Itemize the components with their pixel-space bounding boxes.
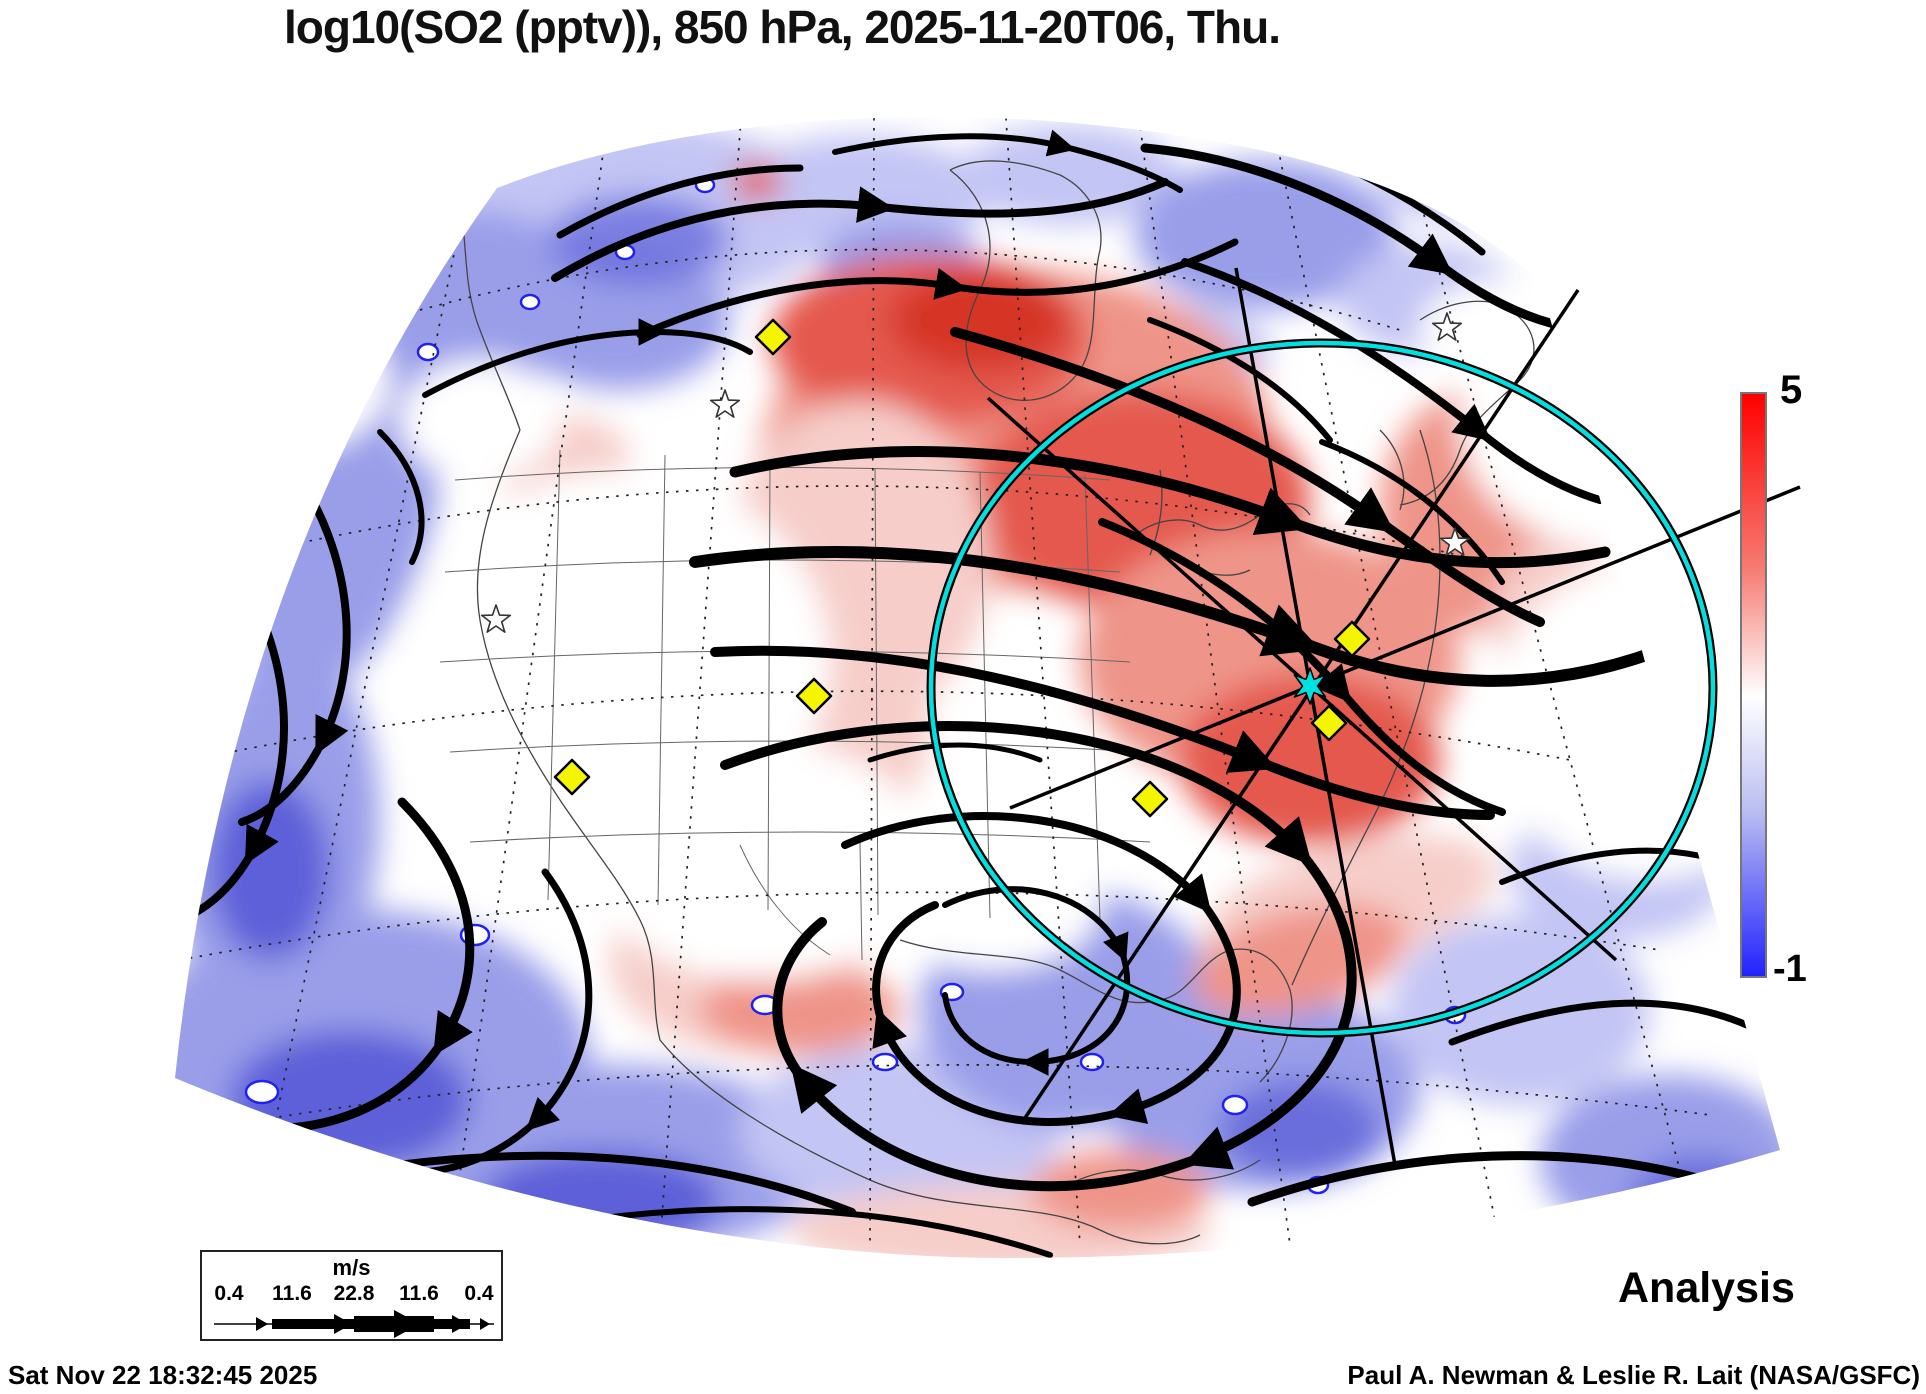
analysis-label: Analysis <box>1618 1264 1795 1312</box>
wind-legend-units: m/s <box>332 1255 371 1280</box>
colorbar-min-label: -1 <box>1773 948 1807 990</box>
colorbar <box>1740 392 1767 978</box>
wind-legend-value: 11.6 <box>272 1282 312 1305</box>
creation-timestamp: Sat Nov 22 18:32:45 2025 <box>8 1360 318 1390</box>
wind-legend-value: 0.4 <box>214 1282 244 1305</box>
credit-line: Paul A. Newman & Leslie R. Lait (NASA/GS… <box>1347 1360 1920 1390</box>
white-star-markers <box>480 312 1471 633</box>
colorbar-gradient <box>1740 392 1767 978</box>
yellow-diamond-markers <box>553 318 1371 818</box>
wind-legend-value: 0.4 <box>464 1282 494 1305</box>
plot-title: log10(SO2 (pptv)), 850 hPa, 2025-11-20T0… <box>283 1 1281 53</box>
wind-speed-legend: m/s 0.4 11.6 22.8 11.6 0.4 <box>200 1250 503 1341</box>
wind-legend-value: 22.8 <box>333 1282 375 1305</box>
wind-legend-streamline-glyph <box>214 1310 494 1338</box>
center-star-marker <box>1293 667 1327 705</box>
colorbar-max-label: 5 <box>1780 368 1803 412</box>
wind-legend-value: 11.6 <box>399 1282 439 1305</box>
range-ring <box>926 338 1718 1038</box>
